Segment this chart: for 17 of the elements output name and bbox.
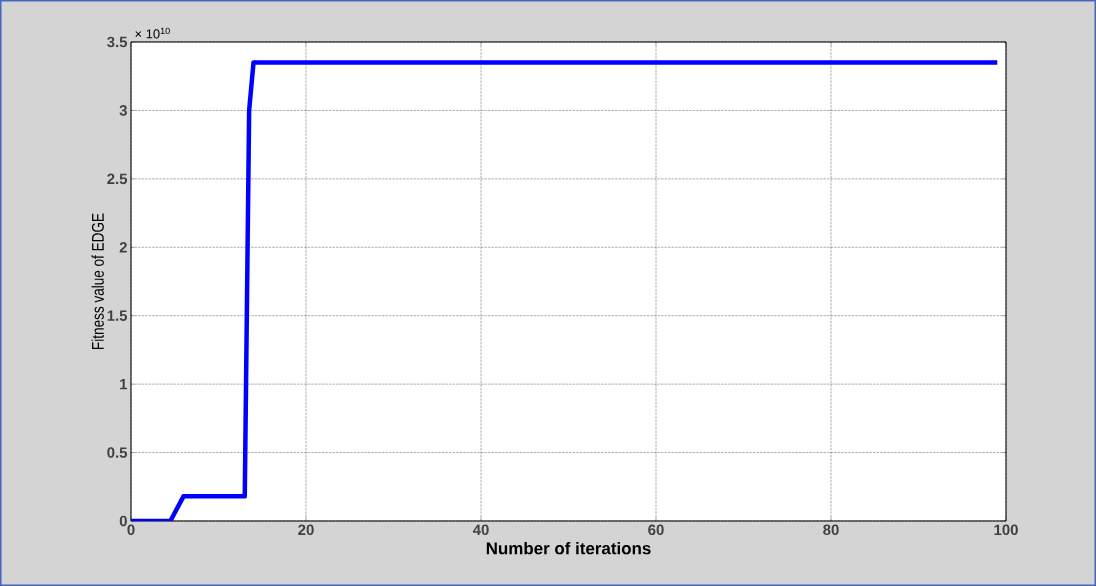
y-tick-label: 3 xyxy=(119,105,127,116)
x-tick-label: 80 xyxy=(823,524,839,536)
y-tick-label: 2.5 xyxy=(107,173,128,185)
x-tick-label: 60 xyxy=(648,524,664,536)
y-axis-title: Fitness value of EDGE xyxy=(91,213,104,349)
y-tick-label: 2 xyxy=(119,242,127,253)
y-tick-label: 1 xyxy=(120,378,128,390)
x-tick-label: 40 xyxy=(472,524,489,536)
y-tick-label: 3.5 xyxy=(107,36,128,48)
x-tick-label: 20 xyxy=(298,524,314,536)
y-tick-label: 0 xyxy=(119,515,127,527)
y-tick-label: 1.5 xyxy=(107,310,128,321)
line-series xyxy=(131,60,1000,521)
x-tick-label: 100 xyxy=(994,524,1018,536)
x-axis-title: Number of iterations xyxy=(486,541,651,555)
y-tick-label: 0.5 xyxy=(107,447,128,458)
text: × 10$^{10}$ xyxy=(135,27,170,39)
